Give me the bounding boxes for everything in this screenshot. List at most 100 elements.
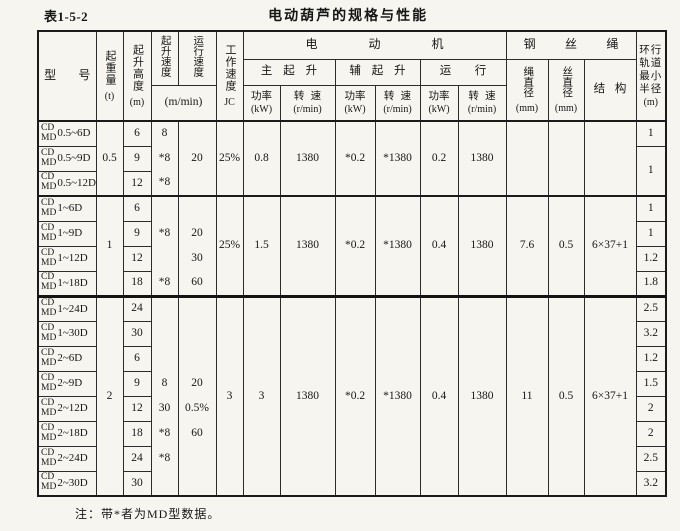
table-row: CD MD 1~6D 1 6 25% 1.5 1380 *0.2 *1380 0.4 1380 7.6 0… xyxy=(37,195,667,297)
cell-speed-hoist xyxy=(150,471,179,497)
model-series-stack: CD MD xyxy=(41,347,57,368)
height-label: 起升高度 xyxy=(131,43,144,92)
power-label: 功率 xyxy=(344,91,366,103)
cell-aux-rpm: *1380 xyxy=(374,120,421,197)
header-wire-dia: 丝直径 (mm) xyxy=(547,58,585,122)
table-row: CD MD 1~12D 12 30 1.2 xyxy=(37,245,667,272)
cell-radius: 1 xyxy=(635,195,667,222)
cell-jc: 25% xyxy=(215,195,244,297)
power-unit: (kW) xyxy=(250,104,273,116)
cell-model: CD MD 2~30D xyxy=(37,470,97,497)
header-motor-main: 主 起 升 xyxy=(242,58,336,86)
header-motor-group: 电 动 机 xyxy=(242,30,507,60)
model-suffix: 2~12D xyxy=(57,402,88,415)
table-row: CD MD 1~24D 2 24 3 3 1380 *0.2 *1380 0.4 1380 11 0.5 6… xyxy=(37,294,667,497)
cell-radius: 1 xyxy=(635,220,667,247)
header-aux-rpm: 转 速 (r/min) xyxy=(374,84,421,122)
model-suffix: 2~24D xyxy=(57,452,88,465)
table-row: CD MD 2~18D 18 *8 60 2 xyxy=(37,420,667,447)
cell-model: CD MD 0.5~12D xyxy=(37,170,97,197)
table-row: CD MD 2~24D 24 *8 2.5 xyxy=(37,445,667,472)
rpm-unit: (r/min) xyxy=(293,104,322,116)
cell-model: CD MD 0.5~6D xyxy=(37,120,97,147)
capacity-label: 起重量 xyxy=(104,49,116,86)
model-series-stack: CD MD xyxy=(41,447,57,468)
rope-dia-unit: (mm) xyxy=(515,102,539,114)
cell-height: 6 xyxy=(122,120,152,147)
capacity-unit: (t) xyxy=(104,91,115,103)
cell-speed-travel: 20 xyxy=(177,371,217,396)
cell-wire-dia: 0.5 xyxy=(547,294,585,497)
cell-jc: 25% xyxy=(215,120,244,197)
cell-jc: 3 xyxy=(215,294,244,497)
cell-height: 24 xyxy=(122,294,152,322)
cell-speed-travel: 30 xyxy=(177,246,217,271)
structure-label: 结 构 xyxy=(593,83,627,96)
cell-model: CD MD 1~9D xyxy=(37,220,97,247)
model-series-stack: CD MD xyxy=(41,247,57,268)
cell-height: 12 xyxy=(122,395,152,422)
motor-aux-label: 辅 起 升 xyxy=(349,65,406,78)
cell-main-rpm: 1380 xyxy=(279,120,336,197)
cell-capacity: 0.5 xyxy=(95,120,124,197)
model-series-stack: CD MD xyxy=(41,472,57,493)
cell-radius: 2 xyxy=(635,420,667,447)
power-label: 功率 xyxy=(251,91,272,103)
cell-aux-rpm: *1380 xyxy=(374,294,421,497)
header-motor-aux: 辅 起 升 xyxy=(334,58,421,86)
header-row-1: 型 号 起重量 (t) 起升高度 (m) 起升速度 运行速度 工作速度 JC 电… xyxy=(37,30,667,122)
cell-speed-hoist xyxy=(150,346,179,371)
cell-height: 6 xyxy=(122,195,152,222)
model-series-stack: CD MD xyxy=(41,322,57,343)
cell-height: 9 xyxy=(122,370,152,397)
cell-model: CD MD 2~24D xyxy=(37,445,97,472)
model-series-stack: CD MD xyxy=(41,222,57,243)
model-suffix: 1~12D xyxy=(57,252,88,265)
cell-speed-hoist: 8 xyxy=(150,120,179,146)
cell-model: CD MD 1~30D xyxy=(37,320,97,347)
cell-height: 24 xyxy=(122,445,152,472)
speed-unit-label: (m/min) xyxy=(164,96,203,109)
cell-main-power: 3 xyxy=(242,294,281,497)
cell-radius: 2.5 xyxy=(635,445,667,472)
cell-model: CD MD 1~18D xyxy=(37,270,97,297)
cell-radius: 1.2 xyxy=(635,345,667,372)
cell-capacity: 2 xyxy=(95,294,124,497)
cell-radius: 1.5 xyxy=(635,370,667,397)
cell-height: 6 xyxy=(122,345,152,372)
header-travel-rpm: 转 速 (r/min) xyxy=(457,84,507,122)
wire-dia-label: 丝直径 xyxy=(561,65,573,98)
height-unit: (m) xyxy=(129,97,145,109)
cell-wire-dia xyxy=(547,120,585,197)
cell-speed-travel xyxy=(177,446,217,471)
model-series-stack: CD MD xyxy=(41,372,57,393)
cell-radius: 1 xyxy=(635,120,667,147)
model-suffix: 2~18D xyxy=(57,427,88,440)
cell-model: CD MD 0.5~9D xyxy=(37,145,97,172)
cell-radius: 1 xyxy=(635,145,667,197)
model-suffix: 1~30D xyxy=(57,327,88,340)
cell-structure: 6×37+1 xyxy=(583,294,637,497)
rpm-label: 转 速 xyxy=(293,91,322,103)
power-unit: (kW) xyxy=(428,104,450,116)
model-suffix: 2~30D xyxy=(57,476,88,489)
cell-travel-power: 0.4 xyxy=(419,294,459,497)
header-main-rpm: 转 速 (r/min) xyxy=(279,84,336,122)
cell-model: CD MD 1~6D xyxy=(37,195,97,222)
cell-rope-dia: 7.6 xyxy=(505,195,549,297)
cell-structure xyxy=(583,120,637,197)
header-capacity: 起重量 (t) xyxy=(95,30,124,122)
cell-height: 30 xyxy=(122,470,152,497)
model-suffix: 2~9D xyxy=(57,377,83,390)
rpm-label: 转 速 xyxy=(383,91,412,103)
cell-travel-rpm: 1380 xyxy=(457,294,507,497)
cell-rope-dia xyxy=(505,120,549,197)
cell-wire-dia: 0.5 xyxy=(547,195,585,297)
header-row-2: 主 起 升 辅 起 升 运 行 绳直径 (mm) 丝直径 (mm) 结 构 xyxy=(38,58,666,122)
cell-model: CD MD 2~6D xyxy=(37,345,97,372)
motor-main-label: 主 起 升 xyxy=(260,65,318,78)
cell-speed-hoist: *8 xyxy=(150,146,179,171)
model-suffix: 1~18D xyxy=(57,276,88,289)
cell-travel-rpm: 1380 xyxy=(457,120,507,197)
